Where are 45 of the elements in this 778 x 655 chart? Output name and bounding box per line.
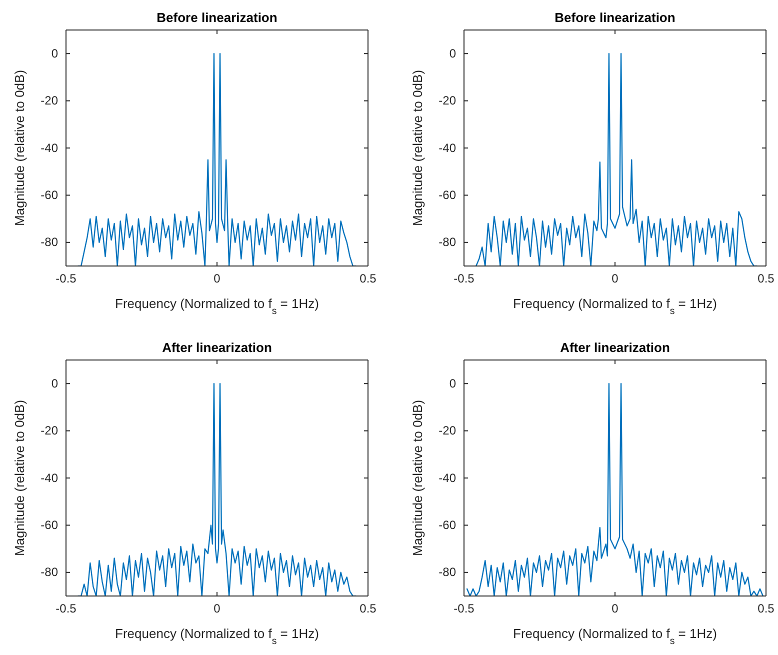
- y-tick-label: -40: [438, 140, 456, 155]
- y-tick-label: -80: [40, 235, 58, 250]
- chart-title: Before linearization: [156, 10, 278, 25]
- y-axis-title: Magnitude (relative to 0dB): [12, 70, 27, 226]
- x-tick-label: 0.5: [758, 602, 775, 616]
- y-axis-title: Magnitude (relative to 0dB): [410, 70, 425, 226]
- chart-title: After linearization: [560, 340, 670, 355]
- x-tick-label: 0.5: [360, 602, 377, 616]
- x-tick-label: 0.5: [758, 272, 775, 286]
- y-axis-title: Magnitude (relative to 0dB): [12, 400, 27, 556]
- y-tick-label: -80: [438, 565, 456, 580]
- y-tick-label: -80: [438, 235, 456, 250]
- y-tick-label: 0: [51, 376, 58, 390]
- x-axis-title: Frequency (Normalized to f$_{s}$ = 1Hz): [115, 296, 319, 316]
- y-tick-label: -40: [40, 470, 58, 485]
- y-tick-label: -20: [40, 424, 58, 438]
- x-axis-title: Frequency (Normalized to f$_{s}$ = 1Hz): [115, 626, 319, 646]
- y-tick-label: -60: [438, 518, 456, 532]
- y-tick-label: 0: [449, 376, 456, 390]
- y-tick-label: -80: [40, 565, 58, 580]
- y-tick-label: 0: [51, 46, 58, 60]
- y-tick-label: -40: [40, 140, 58, 155]
- x-tick-label: 0.5: [360, 272, 377, 286]
- x-tick-label: 0: [612, 272, 619, 286]
- line-series: [466, 383, 764, 596]
- x-axis-title: Frequency (Normalized to f$_{s}$ = 1Hz): [513, 296, 717, 316]
- y-tick-label: -40: [438, 470, 456, 485]
- x-tick-label: -0.5: [454, 602, 475, 616]
- y-tick-label: -60: [40, 188, 58, 202]
- x-tick-label: 0: [214, 272, 221, 286]
- y-tick-label: -20: [40, 94, 58, 108]
- x-tick-label: 0: [612, 602, 619, 616]
- x-tick-label: -0.5: [56, 272, 77, 286]
- y-tick-label: -60: [438, 188, 456, 202]
- x-axis-title: Frequency (Normalized to f$_{s}$ = 1Hz): [513, 626, 717, 646]
- y-tick-label: -60: [40, 518, 58, 532]
- x-tick-label: -0.5: [56, 602, 77, 616]
- y-tick-label: 0: [449, 46, 456, 60]
- y-tick-label: -20: [438, 424, 456, 438]
- chart-title: Before linearization: [554, 10, 676, 25]
- chart-title: After linearization: [162, 340, 272, 355]
- y-tick-label: -20: [438, 94, 456, 108]
- x-tick-label: 0: [214, 602, 221, 616]
- x-tick-label: -0.5: [454, 272, 475, 286]
- y-axis-title: Magnitude (relative to 0dB): [410, 400, 425, 556]
